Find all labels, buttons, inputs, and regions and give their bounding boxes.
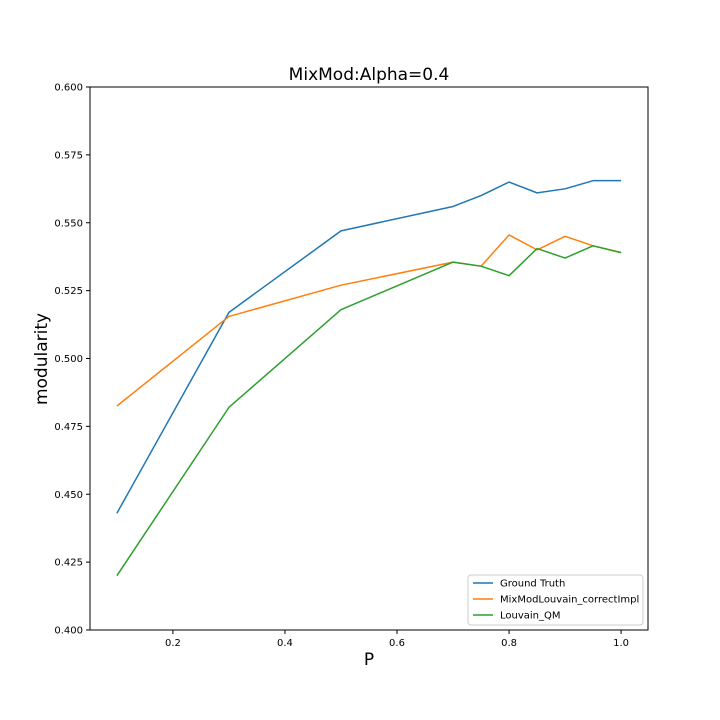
series-line-2 bbox=[116, 245, 622, 577]
y-tick-label: 0.475 bbox=[54, 422, 83, 433]
series-layer bbox=[116, 179, 622, 577]
chart-title: MixMod:Alpha=0.4 bbox=[289, 65, 450, 85]
y-tick-label: 0.525 bbox=[54, 286, 83, 297]
legend-label-0: Ground Truth bbox=[500, 579, 565, 590]
x-tick-label: 0.8 bbox=[501, 638, 517, 649]
x-axis: 0.2 0.4 0.6 0.8 1.0 bbox=[165, 630, 629, 649]
y-tick-label: 0.550 bbox=[54, 218, 83, 229]
x-tick-label: 0.6 bbox=[389, 638, 405, 649]
y-tick-label: 0.575 bbox=[54, 150, 83, 161]
legend-label-2: Louvain_QM bbox=[500, 611, 561, 622]
series-line-0 bbox=[116, 179, 622, 514]
y-tick-label: 0.600 bbox=[54, 83, 83, 94]
x-tick-label: 0.4 bbox=[277, 638, 293, 649]
legend-box bbox=[467, 574, 644, 626]
y-tick-label: 0.400 bbox=[54, 626, 83, 637]
y-tick-label: 0.500 bbox=[54, 354, 83, 365]
y-tick-label: 0.425 bbox=[54, 558, 83, 569]
x-axis-label: P bbox=[364, 650, 374, 670]
y-axis-label: modularity bbox=[32, 313, 52, 405]
legend-label-1: MixModLouvain_correctImpl bbox=[500, 595, 639, 606]
x-tick-label: 0.2 bbox=[165, 638, 181, 649]
legend: Ground Truth MixModLouvain_correctImpl Lou… bbox=[467, 574, 644, 626]
series-line-1 bbox=[116, 234, 622, 407]
y-tick-label: 0.450 bbox=[54, 490, 83, 501]
y-axis: 0.400 0.425 0.450 0.475 0.500 0.525 0.550 0.575… bbox=[54, 83, 90, 637]
x-tick-label: 1.0 bbox=[613, 638, 629, 649]
